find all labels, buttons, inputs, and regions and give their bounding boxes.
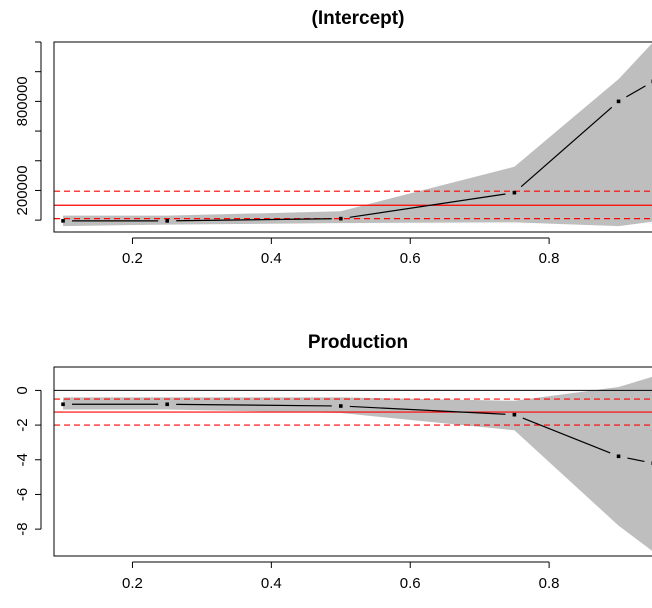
estimate-segment (176, 403, 332, 407)
confidence-band (63, 43, 652, 227)
estimate-segment (626, 85, 646, 98)
x-tick-label: 0.4 (261, 575, 282, 592)
estimate-point (338, 216, 343, 221)
plot-frame-production (53, 366, 652, 557)
x-tick-label: 0.4 (261, 250, 282, 267)
panel-title-production: Production (308, 332, 408, 353)
y-axis-production: 0 -2 -4 -6 -8 (14, 386, 42, 536)
panel-production: Production 0.2 0.4 0.6 0.8 0 -2 -4 -6 -8 (14, 332, 652, 592)
y-tick-label: 800000 (14, 76, 31, 126)
y-axis-intercept: 200000 800000 (14, 41, 42, 221)
confidence-band (63, 376, 652, 551)
estimate-point (512, 190, 517, 195)
reference-lines-intercept (54, 190, 652, 220)
estimate-point (61, 402, 65, 407)
x-tick-label: 0.6 (400, 250, 421, 267)
y-tick-label: -6 (14, 488, 31, 501)
y-tick-label: 0 (14, 386, 31, 394)
y-tick-label: -8 (14, 522, 31, 535)
estimate-line-production (61, 402, 652, 466)
estimate-point (512, 412, 517, 417)
estimate-point (165, 219, 169, 223)
x-tick-label: 0.8 (539, 250, 560, 267)
reference-lines-production (54, 389, 652, 426)
estimate-segment (176, 218, 332, 222)
plot-frame-intercept (53, 41, 652, 233)
estimate-point (165, 402, 169, 407)
estimate-segment (349, 193, 506, 218)
x-tick-label: 0.2 (122, 575, 143, 592)
x-tick-label: 0.6 (400, 575, 421, 592)
confidence-band-production (63, 376, 652, 551)
y-tick-label: -4 (14, 453, 31, 466)
estimate-segment (627, 457, 645, 463)
estimate-segment (349, 405, 506, 415)
x-tick-label: 0.2 (122, 250, 143, 267)
y-tick-label: 200000 (14, 165, 31, 215)
estimate-point (338, 404, 343, 408)
y-tick-label: -2 (14, 418, 31, 431)
estimate-segment (520, 106, 613, 188)
estimate-line-intercept (61, 79, 652, 223)
x-tick-label: 0.8 (539, 575, 560, 592)
panel-title-intercept: (Intercept) (312, 8, 405, 29)
confidence-band-intercept (63, 43, 652, 227)
estimate-point (616, 99, 621, 104)
estimate-segment (522, 417, 611, 454)
estimate-point (616, 454, 621, 459)
panel-intercept: (Intercept) 0.2 0.4 0.6 0.8 200000 800000 (14, 8, 652, 267)
x-axis-intercept: 0.2 0.4 0.6 0.8 (122, 237, 560, 267)
x-axis-production: 0.2 0.4 0.6 0.8 (122, 561, 560, 592)
estimate-point (61, 219, 65, 223)
